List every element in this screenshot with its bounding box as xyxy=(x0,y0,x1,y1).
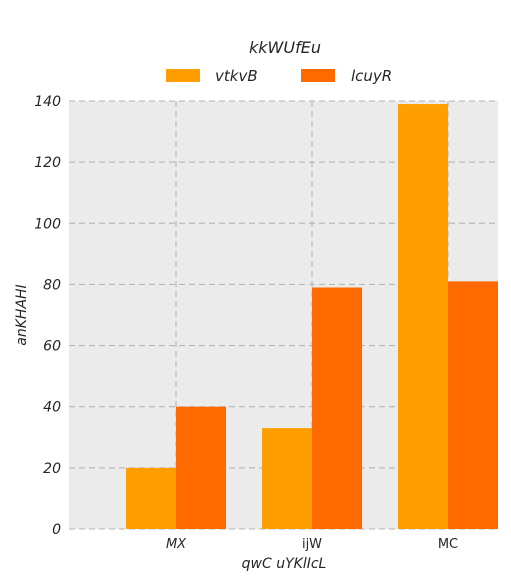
legend-swatch-series-1 xyxy=(166,69,200,82)
bar-series-2-mc xyxy=(448,281,498,529)
y-tick-label: 40 xyxy=(43,400,61,416)
bars xyxy=(126,104,498,530)
bar-series-2-ijw xyxy=(312,287,362,529)
bar-series-2-mx xyxy=(176,406,226,529)
y-tick-label: 120 xyxy=(34,155,61,171)
y-tick-label: 100 xyxy=(34,216,61,232)
y-tick-label: 60 xyxy=(43,339,61,355)
x-axis-label: qwC uYKlIcL xyxy=(242,556,327,572)
y-tick-label: 20 xyxy=(43,461,61,477)
legend-label-series-1: vtkvB xyxy=(215,67,258,85)
y-tick-label: 0 xyxy=(52,522,61,538)
legend: vtkvB lcuyR xyxy=(166,67,392,85)
bar-series-1-mx xyxy=(126,467,176,529)
bar-series-1-mc xyxy=(398,104,448,530)
bar-series-1-ijw xyxy=(262,428,312,529)
x-axis-ticks: MX ijW MC xyxy=(166,537,458,552)
chart-title: kkWUfEu xyxy=(249,38,321,57)
legend-label-series-2: lcuyR xyxy=(351,67,392,85)
x-tick-label: MC xyxy=(438,537,458,552)
legend-swatch-series-2 xyxy=(301,69,335,82)
x-tick-label: MX xyxy=(166,537,187,552)
y-tick-label: 140 xyxy=(34,94,61,110)
y-axis-ticks: 0 20 40 60 80 100 120 140 xyxy=(34,94,61,538)
x-tick-label: ijW xyxy=(302,537,322,552)
y-tick-label: 80 xyxy=(43,277,61,293)
y-axis-label: anKHAHI xyxy=(14,284,30,345)
